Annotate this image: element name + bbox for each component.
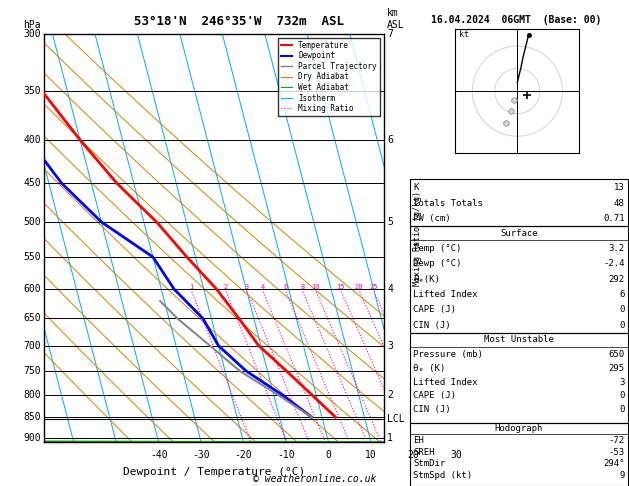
Text: 1: 1: [387, 433, 393, 443]
Text: 295: 295: [608, 364, 625, 373]
Text: 20: 20: [355, 284, 364, 290]
Text: Hodograph: Hodograph: [495, 424, 543, 433]
Text: 0: 0: [326, 451, 331, 460]
Text: 13: 13: [614, 183, 625, 192]
Text: 0.71: 0.71: [603, 214, 625, 224]
Text: 650: 650: [23, 313, 41, 324]
Text: 4: 4: [387, 284, 393, 294]
Text: 6: 6: [619, 290, 625, 299]
Text: 500: 500: [23, 217, 41, 227]
Bar: [410, 333, 628, 423]
Text: Mixing Ratio (g/kg): Mixing Ratio (g/kg): [413, 191, 422, 286]
Text: 750: 750: [23, 366, 41, 376]
Text: K: K: [413, 183, 419, 192]
Text: 8: 8: [300, 284, 304, 290]
Text: 900: 900: [23, 433, 41, 443]
Text: 0: 0: [619, 321, 625, 330]
Text: CAPE (J): CAPE (J): [413, 391, 456, 400]
Text: -20: -20: [235, 451, 252, 460]
Text: Lifted Index: Lifted Index: [413, 378, 478, 386]
Text: 5: 5: [387, 217, 393, 227]
Text: 400: 400: [23, 135, 41, 145]
Bar: [410, 226, 628, 333]
Text: 0: 0: [619, 391, 625, 400]
Bar: [410, 179, 628, 226]
Text: 350: 350: [23, 86, 41, 96]
Text: 850: 850: [23, 412, 41, 422]
Text: Most Unstable: Most Unstable: [484, 335, 554, 344]
Text: PW (cm): PW (cm): [413, 214, 451, 224]
Legend: Temperature, Dewpoint, Parcel Trajectory, Dry Adiabat, Wet Adiabat, Isotherm, Mi: Temperature, Dewpoint, Parcel Trajectory…: [277, 38, 380, 116]
Text: 3: 3: [245, 284, 249, 290]
Text: CIN (J): CIN (J): [413, 405, 451, 414]
Text: 0: 0: [619, 305, 625, 314]
Text: StmSpd (kt): StmSpd (kt): [413, 470, 472, 480]
Text: -10: -10: [277, 451, 295, 460]
Text: 6: 6: [283, 284, 287, 290]
Text: 3.2: 3.2: [608, 244, 625, 253]
Text: 7: 7: [387, 29, 393, 39]
Text: CAPE (J): CAPE (J): [413, 305, 456, 314]
Text: km
ASL: km ASL: [387, 8, 404, 30]
Text: Dewp (°C): Dewp (°C): [413, 260, 462, 268]
Text: SREH: SREH: [413, 448, 435, 457]
Text: 48: 48: [614, 199, 625, 208]
Text: LCL: LCL: [387, 415, 404, 424]
Text: 600: 600: [23, 284, 41, 294]
Text: 1: 1: [189, 284, 193, 290]
Text: Pressure (mb): Pressure (mb): [413, 350, 483, 359]
Text: kt: kt: [459, 30, 469, 39]
Text: 53°18'N  246°35'W  732m  ASL: 53°18'N 246°35'W 732m ASL: [134, 15, 344, 28]
Text: 30: 30: [450, 451, 462, 460]
Text: 20: 20: [408, 451, 420, 460]
Text: 3: 3: [619, 378, 625, 386]
Text: 6: 6: [387, 135, 393, 145]
Text: -53: -53: [608, 448, 625, 457]
Text: θₑ (K): θₑ (K): [413, 364, 445, 373]
Text: 300: 300: [23, 29, 41, 39]
Text: 450: 450: [23, 178, 41, 188]
Text: Totals Totals: Totals Totals: [413, 199, 483, 208]
Text: 3: 3: [387, 341, 393, 351]
Text: 294°: 294°: [603, 459, 625, 468]
Text: 10: 10: [311, 284, 320, 290]
Text: EH: EH: [413, 436, 424, 445]
Text: 10: 10: [365, 451, 377, 460]
Text: θₑ(K): θₑ(K): [413, 275, 440, 284]
Text: 0: 0: [619, 405, 625, 414]
Text: Dewpoint / Temperature (°C): Dewpoint / Temperature (°C): [123, 467, 305, 477]
Text: 2: 2: [223, 284, 228, 290]
Text: 2: 2: [387, 390, 393, 400]
Text: 700: 700: [23, 341, 41, 351]
Text: 15: 15: [337, 284, 345, 290]
Text: 16.04.2024  06GMT  (Base: 00): 16.04.2024 06GMT (Base: 00): [431, 15, 601, 25]
Text: Lifted Index: Lifted Index: [413, 290, 478, 299]
Bar: [410, 423, 628, 486]
Text: StmDir: StmDir: [413, 459, 445, 468]
Text: 292: 292: [608, 275, 625, 284]
Text: -72: -72: [608, 436, 625, 445]
Text: 800: 800: [23, 390, 41, 400]
Text: © weatheronline.co.uk: © weatheronline.co.uk: [253, 473, 376, 484]
Text: CIN (J): CIN (J): [413, 321, 451, 330]
Text: 9: 9: [619, 470, 625, 480]
Text: Temp (°C): Temp (°C): [413, 244, 462, 253]
Text: -2.4: -2.4: [603, 260, 625, 268]
Text: Surface: Surface: [500, 229, 538, 238]
Text: -30: -30: [192, 451, 210, 460]
Text: 550: 550: [23, 252, 41, 262]
Text: hPa: hPa: [23, 20, 41, 30]
Text: 25: 25: [369, 284, 378, 290]
Text: 650: 650: [608, 350, 625, 359]
Text: -40: -40: [150, 451, 167, 460]
Text: 4: 4: [260, 284, 265, 290]
